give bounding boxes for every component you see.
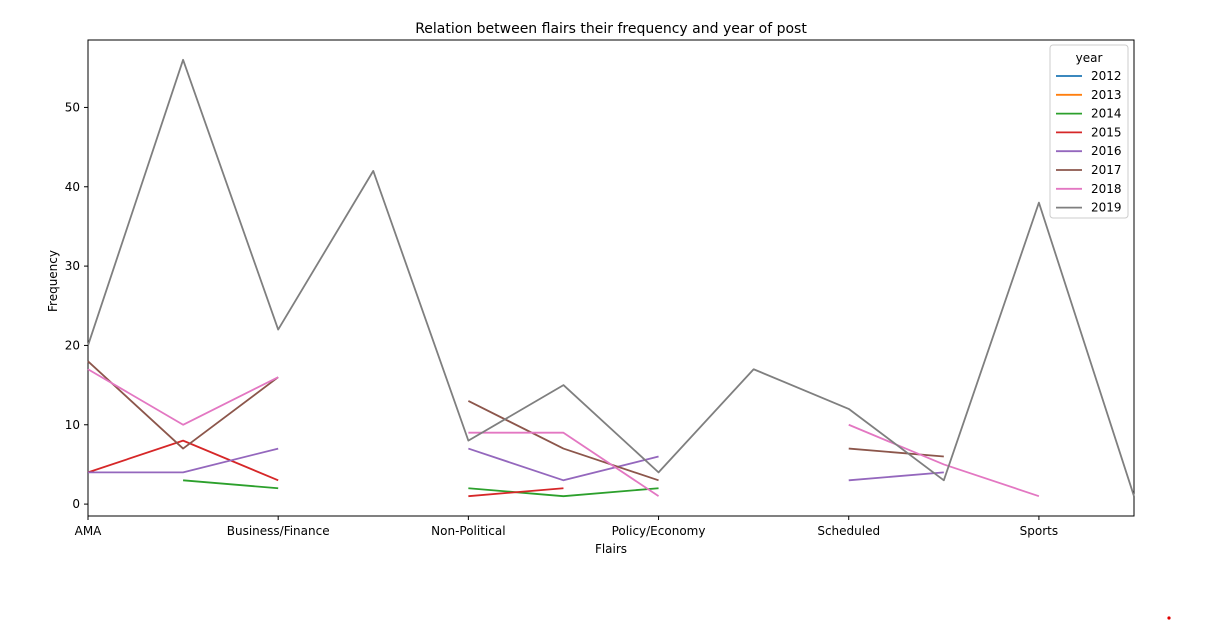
- legend-title: year: [1076, 51, 1103, 65]
- x-axis: AMA Business/Finance Non-Political Policy/E…: [75, 516, 1058, 538]
- x-tick-label: Business/Finance: [227, 524, 330, 538]
- series-line-2019: [87, 58, 1135, 497]
- legend-label-2018: 2018: [1091, 182, 1122, 196]
- series-line-2015: [468, 487, 564, 498]
- legend-box: [1049, 44, 1129, 219]
- red-dot-marker: [1167, 616, 1171, 620]
- y-axis-label: Frequency: [46, 250, 60, 312]
- chart-title: Relation between flairs their frequency …: [415, 21, 807, 37]
- legend-label-2013: 2013: [1091, 88, 1122, 102]
- series-line-2018: [87, 368, 279, 426]
- y-axis: 0 10 20 30 40 50: [65, 100, 88, 511]
- legend-label-2014: 2014: [1091, 107, 1122, 121]
- y-tick-label: 10: [65, 418, 80, 432]
- series-line-2018: [468, 431, 660, 497]
- legend-label-2016: 2016: [1091, 144, 1122, 158]
- series-line-2017: [87, 360, 279, 450]
- series-line-2016: [88, 447, 279, 474]
- plot-area: [87, 39, 1135, 517]
- y-tick-label: 40: [65, 180, 80, 194]
- series-line-2015: [87, 439, 279, 482]
- series-2019: [87, 58, 1135, 497]
- y-tick-label: 50: [65, 100, 80, 114]
- series-line-2016: [848, 471, 944, 482]
- series-2018: [87, 368, 1040, 498]
- series-layer: [87, 58, 1135, 498]
- series-line-2016: [468, 447, 659, 482]
- series-line-2017: [467, 400, 659, 482]
- legend-label-2017: 2017: [1091, 163, 1122, 177]
- x-tick-label: AMA: [75, 524, 103, 538]
- legend-label-2015: 2015: [1091, 125, 1122, 139]
- plot-frame: [87, 39, 1135, 517]
- series-2016: [88, 447, 944, 482]
- x-axis-label: Flairs: [595, 542, 627, 556]
- series-2015: [87, 439, 564, 498]
- series-2017: [87, 360, 944, 482]
- y-tick-label: 0: [72, 497, 80, 511]
- series-2014: [183, 479, 659, 498]
- legend-entries: 2012 2013 2014 2015 2016 2017 2018 2019: [1056, 69, 1122, 215]
- series-line-2014: [183, 479, 279, 490]
- y-tick-label: 30: [65, 259, 80, 273]
- series-line-2017: [848, 447, 944, 458]
- y-tick-label: 20: [65, 338, 80, 352]
- x-tick-label: Policy/Economy: [612, 524, 706, 538]
- x-tick-label: Non-Political: [431, 524, 505, 538]
- series-line-2014: [468, 487, 659, 498]
- legend: year 2012 2013 2014 2015 2016 2017 2018 2019: [1049, 44, 1129, 219]
- x-tick-label: Scheduled: [817, 524, 880, 538]
- legend-label-2012: 2012: [1091, 69, 1122, 83]
- legend-label-2019: 2019: [1091, 201, 1122, 215]
- series-line-2018: [848, 423, 1040, 498]
- x-tick-label: Sports: [1020, 524, 1058, 538]
